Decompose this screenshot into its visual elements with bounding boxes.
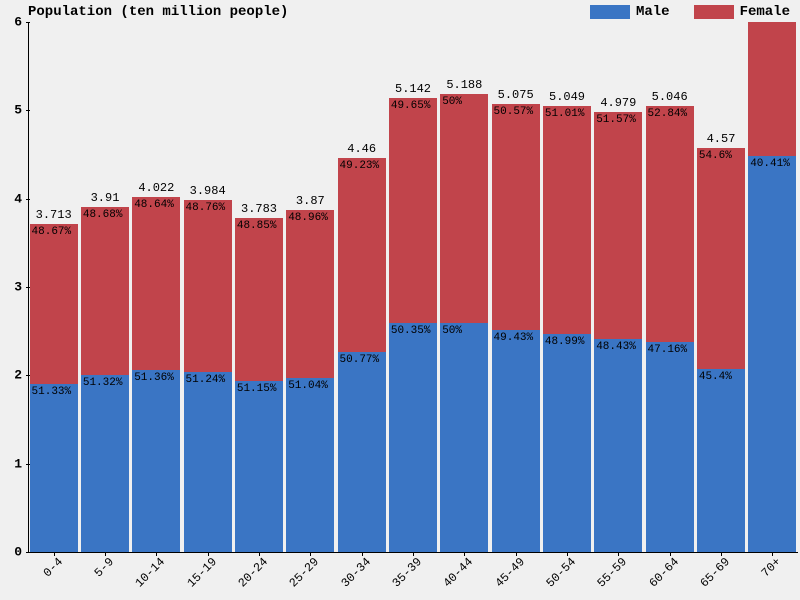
bar-seg-male bbox=[748, 156, 796, 552]
bar-seg-female bbox=[286, 210, 334, 377]
bar-seg-male bbox=[594, 339, 642, 552]
bar-group: 50.35%49.65% bbox=[389, 98, 437, 552]
total-label: 3.713 bbox=[36, 208, 72, 222]
bar-group: 51.04%48.96% bbox=[286, 210, 334, 552]
bar-seg-male bbox=[646, 342, 694, 552]
y-tick-label: 0 bbox=[14, 545, 22, 560]
x-tick-label: 70+ bbox=[759, 555, 784, 580]
bar-seg-male bbox=[81, 375, 129, 552]
bar-seg-female bbox=[81, 207, 129, 375]
bar-seg-female bbox=[132, 197, 180, 370]
bar-seg-female bbox=[440, 94, 488, 323]
y-tick-label: 2 bbox=[14, 368, 22, 383]
total-label: 4.57 bbox=[707, 132, 736, 146]
x-tick-label: 30-34 bbox=[338, 555, 373, 590]
bar-group: 48.99%51.01% bbox=[543, 106, 591, 552]
bar-group: 51.24%48.76% bbox=[184, 200, 232, 552]
population-chart: Population (ten million people) Male Fem… bbox=[0, 0, 800, 600]
bar-seg-female bbox=[30, 224, 78, 384]
x-tick-label: 35-39 bbox=[390, 555, 425, 590]
legend-swatch-male bbox=[590, 5, 630, 19]
x-tick-label: 40-44 bbox=[441, 555, 476, 590]
legend-item-male: Male bbox=[590, 4, 670, 20]
total-label: 3.87 bbox=[296, 194, 325, 208]
x-tick-label: 20-24 bbox=[236, 555, 271, 590]
y-tick-label: 5 bbox=[14, 103, 22, 118]
bar-seg-female bbox=[338, 158, 386, 352]
bar-seg-male bbox=[543, 334, 591, 552]
y-axis-title: Population (ten million people) bbox=[28, 4, 288, 20]
total-label: 5.188 bbox=[446, 78, 482, 92]
total-label: 3.91 bbox=[91, 191, 120, 205]
bar-seg-male bbox=[389, 323, 437, 552]
bar-group: 47.16%52.84% bbox=[646, 106, 694, 552]
x-tick-label: 60-64 bbox=[646, 555, 681, 590]
y-tick-label: 6 bbox=[14, 15, 22, 30]
bar-group: 51.36%48.64% bbox=[132, 197, 180, 552]
bar-seg-female bbox=[492, 104, 540, 331]
plot-area: 51.33%48.67% 3.713 51.32%48.68% 3.91 51.36%4… bbox=[28, 22, 798, 552]
total-label: 4.46 bbox=[347, 142, 376, 156]
total-label: 5.046 bbox=[652, 90, 688, 104]
x-tick-label: 45-49 bbox=[492, 555, 527, 590]
x-tick-label: 50-54 bbox=[544, 555, 579, 590]
bar-seg-male bbox=[184, 372, 232, 552]
bar-seg-female bbox=[748, 22, 796, 156]
x-tick-label: 5-9 bbox=[92, 555, 117, 580]
bar-group: 51.15%48.85% bbox=[235, 218, 283, 552]
bar-group: 45.4%54.6% bbox=[697, 148, 745, 552]
total-label: 5.075 bbox=[498, 88, 534, 102]
bar-seg-male bbox=[132, 370, 180, 552]
bar-group: 49.43%50.57% bbox=[492, 104, 540, 552]
legend-item-female: Female bbox=[694, 4, 790, 20]
bar-seg-male bbox=[338, 352, 386, 552]
bar-seg-male bbox=[440, 323, 488, 552]
total-label: 5.142 bbox=[395, 82, 431, 96]
bar-group: 40.41% bbox=[748, 22, 796, 552]
legend-label-female: Female bbox=[740, 4, 790, 20]
y-tick-mark bbox=[26, 552, 30, 553]
total-label: 4.022 bbox=[138, 181, 174, 195]
x-tick-label: 25-29 bbox=[287, 555, 322, 590]
y-tick-label: 1 bbox=[14, 456, 22, 471]
legend: Male Female bbox=[590, 4, 790, 20]
x-tick-label: 65-69 bbox=[698, 555, 733, 590]
bar-seg-female bbox=[184, 200, 232, 372]
bar-seg-female bbox=[594, 112, 642, 339]
x-tick-label: 10-14 bbox=[133, 555, 168, 590]
bar-seg-male bbox=[286, 378, 334, 552]
total-label: 3.984 bbox=[190, 184, 226, 198]
legend-swatch-female bbox=[694, 5, 734, 19]
bar-seg-male bbox=[492, 330, 540, 552]
x-tick-label: 0-4 bbox=[40, 555, 65, 580]
bar-seg-male bbox=[697, 369, 745, 552]
bar-seg-male bbox=[30, 384, 78, 552]
bar-seg-female bbox=[235, 218, 283, 381]
bar-seg-female bbox=[646, 106, 694, 342]
legend-label-male: Male bbox=[636, 4, 670, 20]
bar-seg-male bbox=[235, 381, 283, 552]
x-tick-label: 55-59 bbox=[595, 555, 630, 590]
bar-seg-female bbox=[543, 106, 591, 334]
total-label: 5.049 bbox=[549, 90, 585, 104]
y-tick-label: 4 bbox=[14, 191, 22, 206]
bar-group: 50.77%49.23% bbox=[338, 158, 386, 552]
bar-group: 50%50% bbox=[440, 94, 488, 552]
bar-group: 51.33%48.67% bbox=[30, 224, 78, 552]
bar-seg-female bbox=[389, 98, 437, 324]
bar-group: 51.32%48.68% bbox=[81, 207, 129, 552]
bar-seg-female bbox=[697, 148, 745, 368]
total-label: 3.783 bbox=[241, 202, 277, 216]
y-tick-label: 3 bbox=[14, 280, 22, 295]
y-axis: 0123456 bbox=[0, 22, 26, 552]
bar-group: 48.43%51.57% bbox=[594, 112, 642, 552]
total-label: 4.979 bbox=[600, 96, 636, 110]
x-tick-label: 15-19 bbox=[184, 555, 219, 590]
